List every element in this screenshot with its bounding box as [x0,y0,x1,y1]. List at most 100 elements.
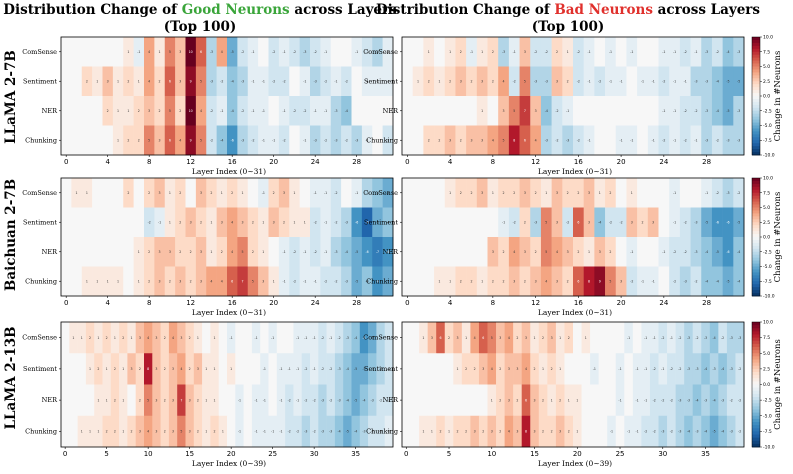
heatmap-cell [185,125,197,156]
heatmap-cell [268,415,278,448]
cell-value-label: -1 [254,430,257,434]
heatmap-cell [164,237,176,267]
heatmap-cell [92,178,103,208]
cell-value-label: -3 [334,109,337,113]
heatmap-cell [175,207,186,238]
heatmap-cell [564,353,574,385]
heatmap-cell [735,415,745,448]
heatmap-cell [135,322,145,354]
heatmap-cell [641,415,651,448]
cell-value-label: 1 [210,250,212,254]
heatmap-cell [351,322,361,354]
cell-value-label: -2 [293,279,296,283]
colorbar-tick-label: -7.5 [763,429,772,435]
heatmap-cell [444,37,456,67]
cell-value-label: 2 [179,191,181,195]
heatmap-cell [193,322,203,354]
heatmap-cell [144,266,155,297]
heatmap-cell [210,322,219,354]
heatmap-cell [258,207,269,238]
heatmap-cell [583,178,595,208]
cell-value-label: -1 [334,79,337,83]
cell-value-label: 1 [205,430,207,434]
heatmap-cell [455,37,467,67]
cell-value-label: 3 [131,367,133,371]
heatmap-cell [718,415,728,448]
cell-value-label: 1 [567,50,569,54]
heatmap-cell [227,384,236,417]
cell-value-label: 2 [114,430,116,434]
cell-value-label: 2 [179,109,181,113]
heatmap-cell [667,322,676,354]
heatmap-cell [382,207,394,238]
cell-value-label: 5 [609,279,611,283]
colorbar-tick-label: 7.5 [763,49,770,55]
heatmap-cell [85,384,95,417]
heatmap-cell [519,37,531,67]
cell-value-label: 6 [169,138,171,142]
cell-value-label: 2 [641,220,643,224]
heatmap-cell [278,237,290,267]
heatmap-cell [268,237,280,267]
heatmap-cell [144,125,155,156]
heatmap-cell [133,237,145,267]
heatmap-cell [530,384,540,417]
cell-value-label: 1 [481,109,483,113]
heatmap-cell [701,266,713,297]
heatmap-cell [268,353,278,385]
heatmap-cell [71,237,83,267]
colorbar-segment [752,406,760,410]
cell-value-label: 5 [513,109,515,113]
heatmap-cell [470,415,480,448]
heatmap-cell [278,178,290,208]
heatmap-cell [658,266,670,297]
task-label: Sentiment [364,218,398,226]
cell-value-label: -1 [684,79,687,83]
heatmap-cell [92,237,103,267]
cell-value-label: 3 [189,398,191,402]
heatmap-cell [498,266,510,297]
heatmap-cell [583,237,595,267]
heatmap-cell [81,37,93,67]
cell-value-label: -2 [738,430,741,434]
heatmap-cell [94,415,103,448]
cell-value-label: -1 [254,398,257,402]
heatmap-cell [61,37,72,67]
colorbar-tick-label: 2.5 [763,366,770,372]
cell-value-label: -1 [386,79,389,83]
cell-value-label: 2 [127,138,129,142]
heatmap-cell [343,322,352,354]
cell-value-label: -1 [279,430,282,434]
heatmap-cell [285,415,294,448]
heatmap-cell [258,266,269,297]
x-tick-label: 5 [447,450,451,458]
cell-value-label: 2 [438,138,440,142]
heatmap-cell [175,266,186,297]
heatmap-cell [320,266,332,297]
x-tick-label: 20 [617,158,626,166]
heatmap-cell [144,96,155,126]
cell-value-label: -5 [716,250,719,254]
colorbar-segment [752,437,760,442]
cell-value-label: -4 [712,336,715,340]
cell-value-label: -4 [726,50,729,54]
heatmap-cell [444,415,454,448]
heatmap-cell [434,96,446,126]
heatmap-cell [361,237,373,267]
cell-value-label: 2 [516,398,518,402]
cell-value-label: 2 [252,250,254,254]
heatmap-cell [299,125,311,156]
heatmap-cell [351,415,361,448]
heatmap-cell [237,207,249,238]
cell-value-label: -2 [324,279,327,283]
cell-value-label: -2 [670,367,673,371]
colorbar-segment [752,75,760,79]
cell-value-label: 3 [470,138,472,142]
heatmap-cell [410,415,420,448]
colorbar-segment [752,328,760,332]
heatmap-cell [647,266,659,297]
cell-value-label: -2 [293,109,296,113]
cell-value-label: -2 [345,79,348,83]
colorbar-segment [752,87,760,91]
heatmap-cell [144,37,155,67]
